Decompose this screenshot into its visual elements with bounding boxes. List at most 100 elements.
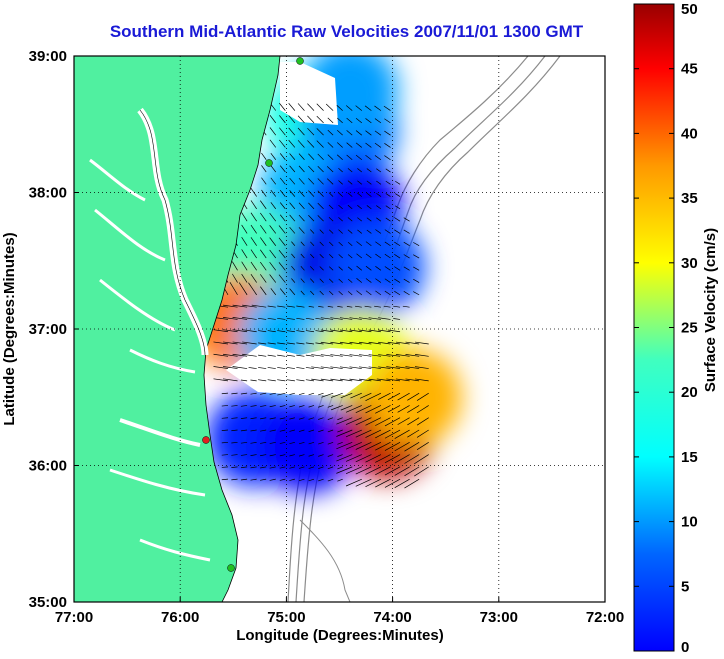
velocity-vector bbox=[289, 429, 295, 432]
velocity-vector bbox=[298, 165, 305, 173]
velocity-vector bbox=[297, 140, 305, 148]
velocity-vector bbox=[279, 429, 286, 432]
velocity-vector bbox=[231, 454, 238, 456]
velocity-vector bbox=[387, 341, 401, 345]
velocity-vector bbox=[260, 441, 267, 444]
velocity-vector bbox=[231, 441, 238, 444]
velocity-vector bbox=[374, 142, 382, 148]
velocity-vector bbox=[395, 366, 410, 369]
velocity-vector bbox=[298, 429, 305, 432]
velocity-vector bbox=[403, 291, 410, 296]
velocity-vector bbox=[376, 205, 382, 210]
velocity-vector bbox=[330, 317, 343, 320]
velocity-vector bbox=[320, 366, 334, 369]
velocity-vector bbox=[376, 378, 391, 382]
velocity-vector bbox=[298, 466, 305, 469]
velocity-vector bbox=[357, 205, 363, 210]
velocity-vector bbox=[402, 305, 410, 308]
velocity-vector bbox=[231, 478, 238, 481]
velocity-vector bbox=[240, 392, 248, 395]
velocity-vector bbox=[269, 115, 277, 124]
velocity-vector bbox=[231, 405, 238, 407]
velocity-vector bbox=[395, 378, 410, 382]
velocity-vector bbox=[330, 341, 343, 345]
velocity-vector bbox=[288, 103, 296, 111]
velocity-vector bbox=[414, 378, 429, 382]
velocity-vector bbox=[269, 454, 276, 457]
velocity-vector bbox=[307, 103, 315, 111]
velocity-vector bbox=[359, 341, 372, 345]
velocity-vector bbox=[336, 417, 353, 425]
velocity-vector bbox=[357, 229, 363, 234]
velocity-vector bbox=[251, 304, 267, 308]
velocity-vector bbox=[221, 454, 229, 456]
velocity-vector bbox=[286, 367, 295, 369]
velocity-vector bbox=[328, 278, 334, 283]
velocity-vector bbox=[395, 341, 410, 345]
velocity-vector bbox=[286, 379, 295, 382]
velocity-vector bbox=[349, 341, 362, 345]
velocity-vector bbox=[403, 278, 410, 283]
velocity-vector bbox=[365, 429, 382, 438]
velocity-vector bbox=[260, 286, 267, 296]
velocity-vector bbox=[277, 379, 286, 382]
colorbar-tick-label: 5 bbox=[681, 578, 689, 595]
velocity-vector bbox=[376, 168, 382, 173]
velocity-vector bbox=[223, 329, 238, 333]
velocity-vector bbox=[374, 105, 382, 111]
velocity-vector bbox=[365, 142, 372, 148]
velocity-vector bbox=[221, 429, 229, 431]
velocity-vector bbox=[413, 266, 420, 271]
velocity-vector bbox=[347, 254, 353, 259]
velocity-vector bbox=[267, 305, 276, 308]
velocity-vector bbox=[416, 429, 429, 438]
velocity-vector bbox=[375, 466, 391, 476]
velocity-vector bbox=[289, 417, 295, 420]
velocity-vector bbox=[319, 229, 324, 234]
velocity-vector bbox=[242, 341, 257, 345]
velocity-vector bbox=[298, 153, 305, 160]
velocity-vector bbox=[397, 392, 410, 401]
velocity-vector bbox=[405, 341, 420, 345]
velocity-vector bbox=[349, 366, 362, 369]
colorbar bbox=[633, 3, 675, 652]
colorbar-tick-label: 40 bbox=[681, 125, 698, 142]
y-tick-label: 37:00 bbox=[29, 321, 67, 338]
velocity-vector bbox=[326, 178, 334, 185]
velocity-vector bbox=[365, 118, 372, 124]
velocity-vector bbox=[308, 190, 315, 197]
velocity-vector bbox=[347, 204, 353, 210]
velocity-vector bbox=[357, 192, 363, 197]
velocity-vector bbox=[270, 165, 277, 173]
velocity-vector bbox=[260, 466, 267, 469]
velocity-vector bbox=[296, 367, 305, 369]
velocity-vector bbox=[310, 278, 315, 283]
velocity-vector bbox=[232, 366, 248, 369]
velocity-vector bbox=[339, 378, 353, 382]
velocity-vector bbox=[278, 274, 286, 283]
velocity-vector bbox=[339, 317, 353, 320]
velocity-vector bbox=[394, 254, 401, 259]
velocity-vector bbox=[368, 366, 381, 369]
velocity-vector bbox=[365, 265, 372, 271]
velocity-vector bbox=[368, 341, 381, 345]
velocity-vector bbox=[355, 466, 372, 475]
velocity-vector bbox=[378, 366, 391, 369]
velocity-vector bbox=[279, 454, 286, 457]
velocity-vector bbox=[289, 190, 296, 197]
velocity-vector bbox=[308, 178, 315, 185]
velocity-vector bbox=[327, 466, 334, 470]
velocity-vector bbox=[240, 441, 248, 444]
velocity-vector bbox=[231, 417, 238, 419]
velocity-vector bbox=[365, 454, 382, 463]
velocity-vector bbox=[394, 229, 401, 234]
velocity-vector bbox=[375, 229, 382, 234]
velocity-vector bbox=[339, 329, 353, 333]
velocity-vector bbox=[269, 466, 276, 469]
velocity-vector bbox=[279, 417, 286, 420]
velocity-vector bbox=[357, 180, 363, 185]
velocity-vector bbox=[278, 262, 286, 271]
velocity-vector bbox=[375, 278, 382, 283]
velocity-vector bbox=[413, 242, 420, 247]
velocity-vector bbox=[289, 153, 296, 160]
